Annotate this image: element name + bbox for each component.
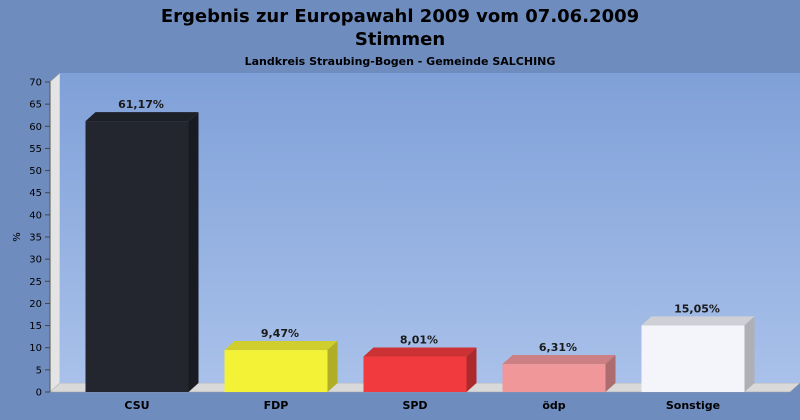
bar-top: [502, 355, 616, 365]
y-tick-label: 5: [36, 365, 42, 376]
bar-top: [363, 347, 477, 357]
bar-value-label: 9,47%: [261, 327, 299, 340]
y-tick-label: 65: [29, 100, 42, 111]
y-tick-label: 25: [29, 277, 42, 288]
bar-top: [224, 341, 338, 351]
bar-side: [466, 347, 477, 392]
bar-side: [188, 112, 199, 393]
y-tick-label: 60: [29, 122, 42, 133]
bar-front: [641, 325, 745, 392]
y-tick-label: 20: [29, 299, 42, 310]
category-label: ödp: [542, 399, 565, 412]
bar-front: [363, 356, 467, 392]
category-label: SPD: [402, 399, 427, 412]
chart-subtitle: Landkreis Straubing-Bogen - Gemeinde SAL…: [245, 55, 556, 68]
bar-side: [744, 316, 755, 392]
plot-left-wall: [49, 72, 61, 393]
category-label: CSU: [124, 399, 149, 412]
bar-value-label: 8,01%: [400, 334, 438, 347]
y-axis-label: %: [12, 232, 23, 242]
category-label-group: CSU FDP SPD ödp Sonstige: [124, 399, 720, 412]
y-tick-label: 70: [29, 78, 42, 89]
bar-group: 61,17% 9,47% 8,01% 6,31% 15,05%: [85, 98, 755, 393]
y-tick-label: 0: [36, 388, 42, 399]
bar-front: [502, 364, 606, 392]
bar-value-label: 15,05%: [674, 302, 720, 315]
bar-side: [327, 341, 338, 392]
y-tick-label: 55: [29, 144, 42, 155]
bar-top: [85, 112, 199, 122]
bar-top: [641, 316, 755, 326]
y-tick-label: 10: [29, 343, 42, 354]
category-label: FDP: [264, 399, 289, 412]
y-tick-label: 40: [29, 210, 42, 221]
chart-title-line2: Stimmen: [355, 29, 445, 50]
chart-title: Ergebnis zur Europawahl 2009 vom 07.06.2…: [161, 6, 639, 27]
y-tick-label: 15: [29, 321, 42, 332]
bar-value-label: 61,17%: [118, 98, 164, 111]
bar-side: [605, 355, 616, 392]
bar-front: [85, 121, 189, 393]
y-tick-label: 45: [29, 188, 42, 199]
bar-value-label: 6,31%: [539, 341, 577, 354]
bar-front: [224, 350, 328, 392]
y-tick-label: 30: [29, 255, 42, 266]
y-tick-label: 35: [29, 233, 42, 244]
category-label: Sonstige: [666, 399, 720, 412]
y-tick-label: 50: [29, 166, 42, 177]
y-tick-group: 0 5 10 15 20 25 30 35 40 45 50 55 60 65 70: [29, 78, 50, 399]
